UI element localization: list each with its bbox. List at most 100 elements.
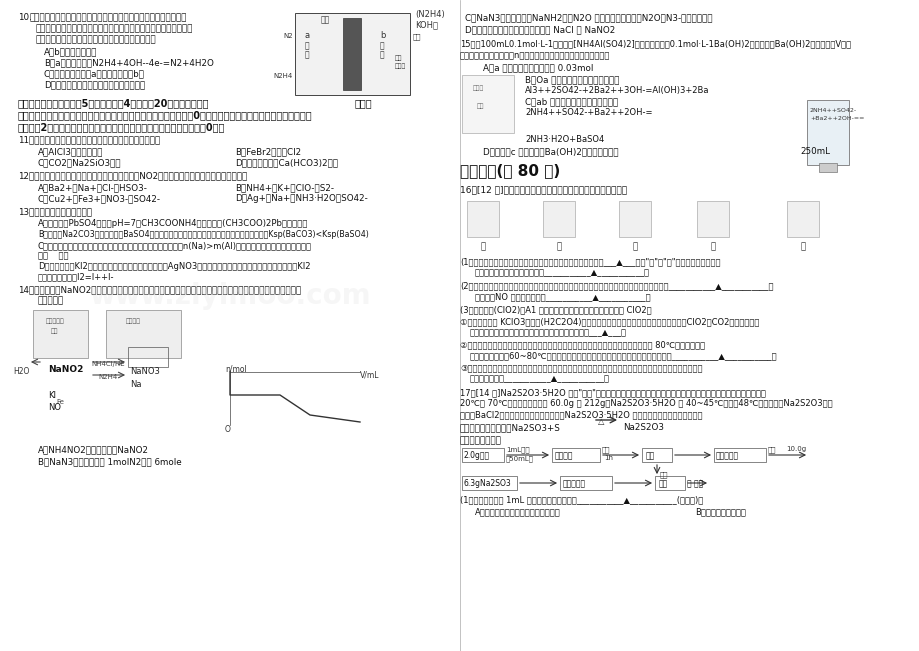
Text: NaNO2: NaNO2 [48, 365, 84, 374]
Text: 2NH4++SO42-+Ba2++2OH-=: 2NH4++SO42-+Ba2++2OH-= [525, 108, 652, 117]
Text: 电: 电 [380, 41, 384, 50]
Text: 交换膜: 交换膜 [394, 63, 406, 68]
Text: 16．[12 分]化学是一门以试验为基础的学科，试回答以下问题。: 16．[12 分]化学是一门以试验为基础的学科，试回答以下问题。 [460, 185, 627, 194]
Bar [542, 201, 574, 237]
Text: N2H4: N2H4 [98, 374, 117, 380]
Text: 溶液: 溶液 [51, 328, 59, 333]
Text: D．向两支盛有KI2溶液的试管中，分别滴加淀粉溶液和AgNO3溶液，前者溶液变蓝，后者有黄色沉淀，说明KI2: D．向两支盛有KI2溶液的试管中，分别滴加淀粉溶液和AgNO3溶液，前者溶液变蓝… [38, 262, 311, 271]
Text: (3）二氧化氯(ClO2)为A1 级消毒剂，某学期小组利用丁装置制备 ClO2。: (3）二氧化氯(ClO2)为A1 级消毒剂，某学期小组利用丁装置制备 ClO2。 [460, 305, 651, 314]
Bar [128, 347, 168, 367]
Text: 2.0g硫黄: 2.0g硫黄 [463, 451, 490, 460]
Text: 电: 电 [305, 41, 310, 50]
Text: 正确的得2分，选两个且都正确的得满分，但只要选错一个，该小题就得0分。: 正确的得2分，选两个且都正确的得满分，但只要选错一个，该小题就得0分。 [18, 122, 225, 132]
Text: 离子: 离子 [394, 55, 403, 61]
Bar [560, 476, 611, 490]
Text: A．有利于亚硫酸钠与硫磺的充分接触: A．有利于亚硫酸钠与硫磺的充分接触 [474, 507, 561, 516]
Text: 晾干: 晾干 [658, 479, 667, 488]
Text: b: b [380, 31, 385, 40]
Text: (1）试验开头时用 1mL 乙醇润湿硫磺的作用是___________▲___________(填字母)。: (1）试验开头时用 1mL 乙醇润湿硫磺的作用是___________▲____… [460, 495, 702, 504]
Text: A．NH4NO2的稳定性大于NaNO2: A．NH4NO2的稳定性大于NaNO2 [38, 445, 149, 454]
Text: 烧杯: 烧杯 [476, 103, 484, 109]
Text: 不正确的是: 不正确的是 [38, 296, 64, 305]
Text: 极: 极 [380, 50, 384, 59]
Bar [713, 448, 766, 462]
Text: O: O [225, 425, 231, 434]
Text: D．其中的离子交换膜需选用阳离子交换膜: D．其中的离子交换膜需选用阳离子交换膜 [44, 80, 145, 89]
Text: 丙中产生NO 的离子方程式为___________▲___________。: 丙中产生NO 的离子方程式为___________▲___________。 [474, 292, 650, 301]
Text: B．a极的反应式：N2H4+4OH--4e-=N2+4H2O: B．a极的反应式：N2H4+4OH--4e-=N2+4H2O [44, 58, 213, 67]
Bar [818, 163, 836, 172]
Text: B．FeBr2溶液与Cl2: B．FeBr2溶液与Cl2 [234, 147, 301, 156]
Text: 2NH4++SO42-: 2NH4++SO42- [809, 108, 857, 113]
Bar [461, 448, 504, 462]
Text: B．向饱和Na2CO3溶液中加少量BaSO4粉末，过滤，向洗净的沉淀中加稀盐酸，有气泡产生，则Ksp(BaCO3)<Ksp(BaSO4): B．向饱和Na2CO3溶液中加少量BaSO4粉末，过滤，向洗净的沉淀中加稀盐酸，… [38, 230, 369, 239]
Text: 非选择题(共 80 分): 非选择题(共 80 分) [460, 163, 560, 178]
Text: 250mL: 250mL [800, 147, 829, 156]
Text: A．AlCl3溶液与稀氨水: A．AlCl3溶液与稀氨水 [38, 147, 104, 156]
Text: C．CO2与Na2SiO3溶液: C．CO2与Na2SiO3溶液 [38, 158, 121, 167]
Text: 1mL乙醇: 1mL乙醇 [505, 446, 529, 452]
Text: H2O: H2O [13, 367, 29, 376]
Text: C．NaN3可用氨基钠（NaNH2）和N2O 在液氨中低温制备，N2O与N3-互为等电子体: C．NaN3可用氨基钠（NaNH2）和N2O 在液氨中低温制备，N2O与N3-互… [464, 13, 712, 22]
Text: KI: KI [48, 391, 56, 400]
Bar [461, 476, 516, 490]
Text: KOH溶: KOH溶 [414, 20, 437, 29]
Text: 丁: 丁 [709, 242, 715, 251]
Text: 14．亚硝酸钠（NaNO2）是一种工业用品，广泛用于钢铁冶金、金属表面处理等，它的一些性质见下图，下列说法: 14．亚硝酸钠（NaNO2）是一种工业用品，广泛用于钢铁冶金、金属表面处理等，它… [18, 285, 301, 294]
Text: 为燃料的电池装置如右图所示，该电池用空气中的氧气作为氧化剂，: 为燃料的电池装置如右图所示，该电池用空气中的氧气作为氧化剂， [36, 24, 193, 33]
Text: 13．下列有关说法不正确的是: 13．下列有关说法不正确的是 [18, 207, 92, 216]
Text: 戊: 戊 [800, 242, 805, 251]
Bar [106, 310, 181, 358]
Text: A．常温下，PbSO4易溶于pH=7的CH3COONH4溶液，说明(CH3COO)2Pb是弱电解质: A．常温下，PbSO4易溶于pH=7的CH3COONH4溶液，说明(CH3COO… [38, 219, 308, 228]
Text: 17．[14 分]Na2S2O3·5H2O 俗称"海波"，常用于摄氧剂、定影剂和还原剂，是无色易溶于水的晶体，不溶于乙醇，在: 17．[14 分]Na2S2O3·5H2O 俗称"海波"，常用于摄氧剂、定影剂和… [460, 388, 765, 397]
Text: 极: 极 [305, 50, 310, 59]
Text: 用该装置制备氢气的化学方程式___________▲___________。: 用该装置制备氢气的化学方程式___________▲___________。 [474, 268, 650, 277]
Text: 过滤: 过滤 [659, 471, 668, 478]
Text: 一个或: 一个或 [355, 98, 372, 108]
Text: ②温度过高时，二氧化氯的水溶液有可能引起爆炸，在反应开头那将烧杯中的水加热到 80℃，然后停止加: ②温度过高时，二氧化氯的水溶液有可能引起爆炸，在反应开头那将烧杯中的水加热到 8… [460, 340, 704, 349]
Text: 空气: 空气 [413, 33, 421, 40]
Text: Na2S2O3: Na2S2O3 [622, 423, 664, 432]
Bar [461, 75, 514, 133]
Text: B．Oa 段发生反应的离子方程式是：: B．Oa 段发生反应的离子方程式是： [525, 75, 618, 84]
Text: 透亮    溶液: 透亮 溶液 [38, 251, 68, 260]
Text: 过滤: 过滤 [645, 451, 654, 460]
Text: 液体燃料电池相比于气体燃料电池具有体积小等优点，一种以液态肼: 液体燃料电池相比于气体燃料电池具有体积小等优点，一种以液态肼 [30, 13, 187, 22]
Text: B．NH4+、K+、ClO-、S2-: B．NH4+、K+、ClO-、S2- [234, 183, 334, 192]
Text: Al3++2SO42-+2Ba2++3OH-=Al(OH)3+2Ba: Al3++2SO42-+2Ba2++3OH-=Al(OH)3+2Ba [525, 86, 709, 95]
Text: ③将二氧化氯溶液加入到氯化氢溶液中，加入少量的稀盐酸氧化过的的氯化钡溶液，发现有白色沉淀生成，该: ③将二氧化氯溶液加入到氯化氢溶液中，加入少量的稀盐酸氧化过的的氯化钡溶液，发现有… [460, 363, 702, 372]
Text: 乙: 乙 [556, 242, 561, 251]
Text: (N2H4): (N2H4) [414, 10, 444, 19]
Text: 溶解反应: 溶解反应 [554, 451, 573, 460]
Text: (2）选用装置乙，内制备少量一氧化氮气体，乙中塑料板上若放置大理石，则装置乙的作用是___________▲___________，: (2）选用装置乙，内制备少量一氧化氮气体，乙中塑料板上若放置大理石，则装置乙的作… [460, 281, 773, 290]
Text: C．潜艇上的核反应堆使用液态铝一钠合金作载热介质，若合金中n(Na)>m(Al)，将其投入到足量的水中可得无色: C．潜艇上的核反应堆使用液态铝一钠合金作载热介质，若合金中n(Na)>m(Al)… [38, 241, 312, 250]
Text: 沉淀的化学式为___________▲___________。: 沉淀的化学式为___________▲___________。 [470, 374, 609, 383]
Text: n/mol: n/mol [225, 365, 246, 374]
Text: C．Cu2+、Fe3+、NO3-、SO42-: C．Cu2+、Fe3+、NO3-、SO42- [38, 194, 161, 203]
Text: 冷却、结晶: 冷却、结晶 [562, 479, 585, 488]
Bar [786, 201, 818, 237]
Bar [806, 100, 848, 165]
Text: N2H4: N2H4 [274, 73, 292, 79]
Text: 6.3gNa2SO3: 6.3gNa2SO3 [463, 479, 511, 488]
Text: 10.: 10. [18, 13, 32, 22]
Text: 制备离液的流程：: 制备离液的流程： [460, 436, 502, 445]
Text: B．防止亚硫酸钠溶解: B．防止亚硫酸钠溶解 [694, 507, 745, 516]
Text: 20℃和 70℃时的溶解度分别为 60.0g 和 212g。Na2S2O3·5H2O 于 40~45℃熔化，48℃分解，已知Na2S2O3的稀: 20℃和 70℃时的溶解度分别为 60.0g 和 212g。Na2S2O3·5H… [460, 399, 832, 408]
Text: NH4Cl/HE: NH4Cl/HE [91, 361, 124, 367]
Text: A．b极发生氧化反应: A．b极发生氧化反应 [44, 47, 97, 56]
Text: 甲: 甲 [480, 242, 485, 251]
Text: Fe: Fe [56, 399, 63, 405]
Text: 酒精灯: 酒精灯 [472, 85, 483, 90]
Text: 1h: 1h [604, 455, 612, 461]
Bar [343, 18, 360, 90]
Bar [618, 201, 651, 237]
Text: 变化，沉淀总物质的量（n）的变化如右图所示，下列叙述正确的是: 变化，沉淀总物质的量（n）的变化如右图所示，下列叙述正确的是 [460, 51, 609, 60]
Text: 12．下列离子或分子在溶液中能大量共存，但通入NO2后会发生化学反应且生成沉淀的一组是: 12．下列离子或分子在溶液中能大量共存，但通入NO2后会发生化学反应且生成沉淀的… [18, 171, 247, 180]
Text: 液作为电解质溶液，下列关于该电池的叙述正确的是: 液作为电解质溶液，下列关于该电池的叙述正确的是 [36, 35, 156, 44]
Text: 制备离液的反应原理：Na2SO3+S: 制备离液的反应原理：Na2SO3+S [460, 423, 561, 432]
Text: 不定项选择题：本题包括5小题，每小题4分，共计20分。每小题只有: 不定项选择题：本题包括5小题，每小题4分，共计20分。每小题只有 [18, 98, 210, 108]
Text: 15．向100mL0.1mol·L-1硝酸铝铵[NH4Al(SO4)2]溶液中逐滴滴入0.1mol·L-1Ba(OH)2溶液，随着Ba(OH)2溶液体积（V）的: 15．向100mL0.1mol·L-1硝酸铝铵[NH4Al(SO4)2]溶液中逐… [460, 39, 850, 48]
Bar [295, 13, 410, 95]
Text: C．ab 段发生反应的离子方程式是：: C．ab 段发生反应的离子方程式是： [525, 97, 618, 106]
